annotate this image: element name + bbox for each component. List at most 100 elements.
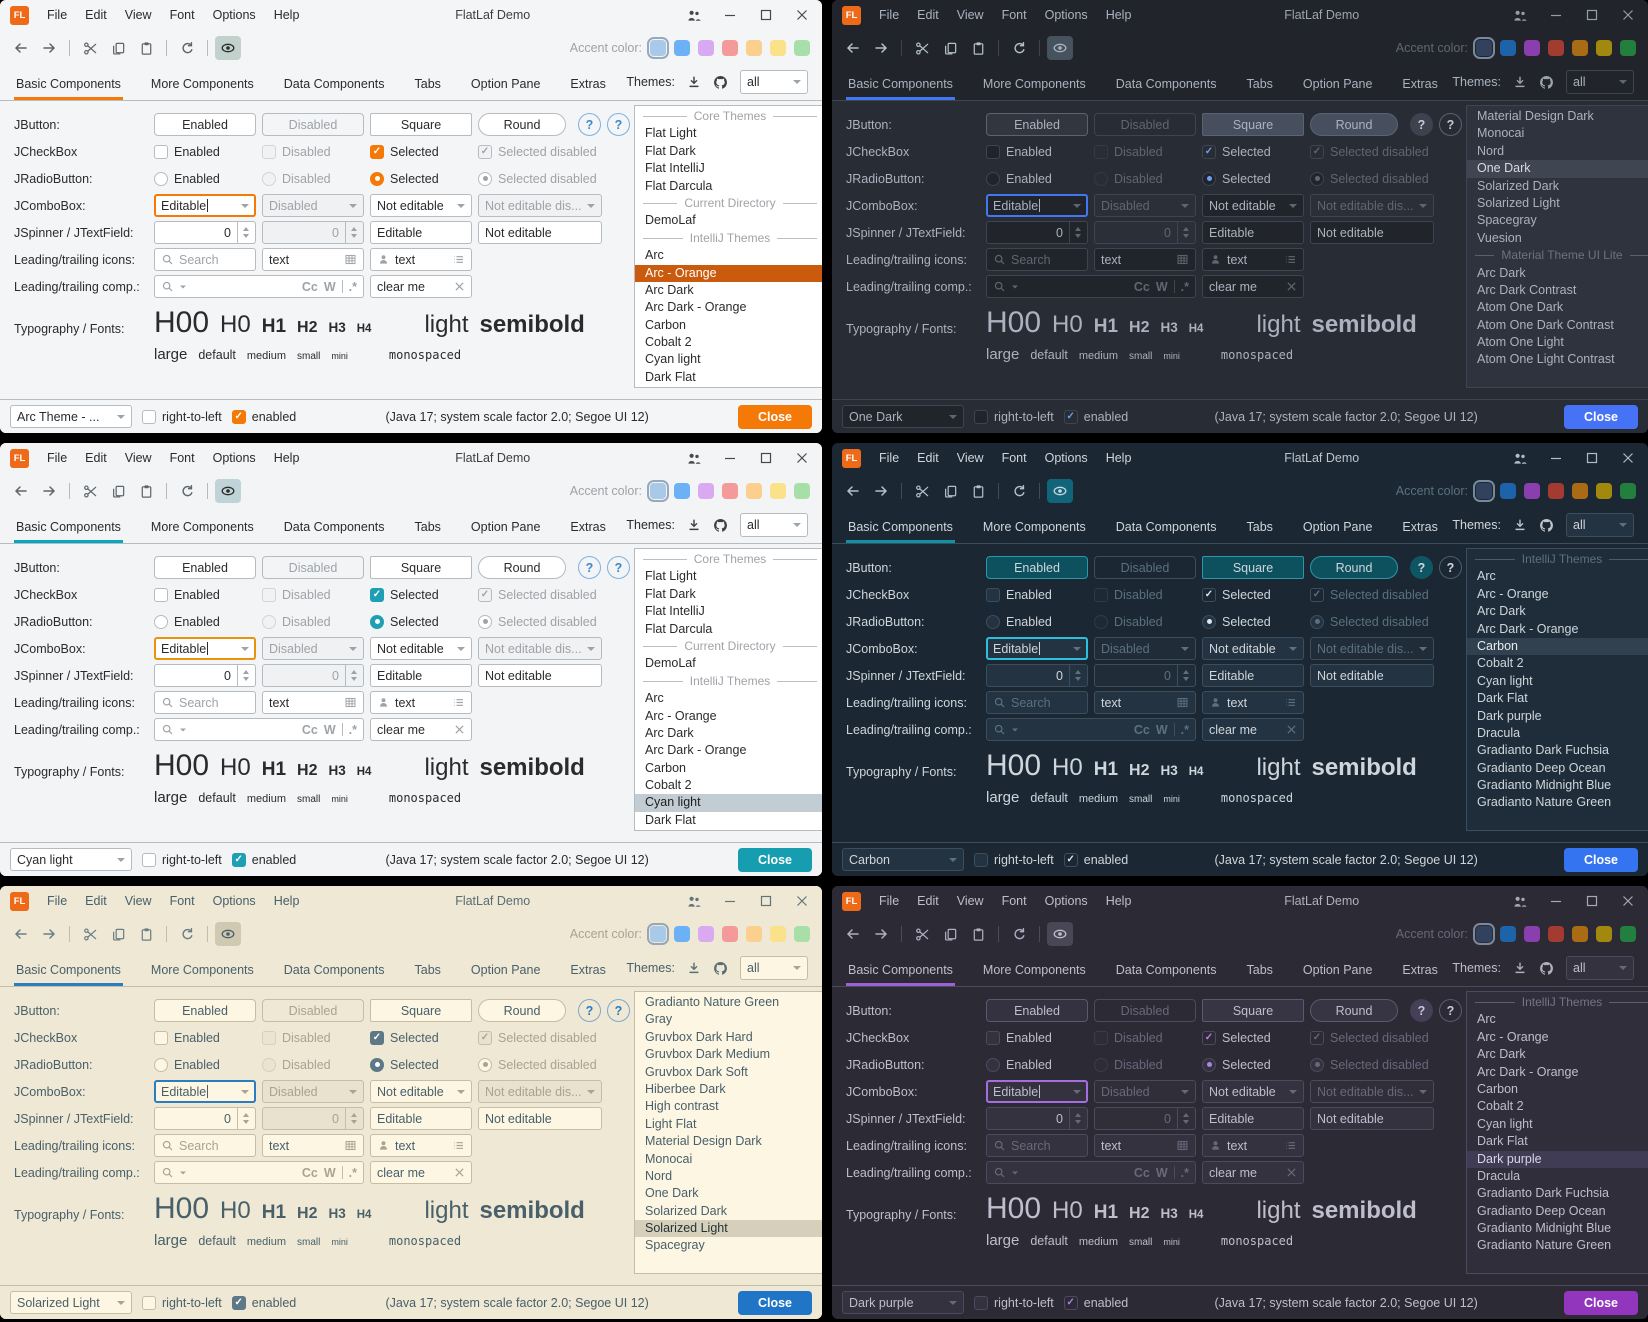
text-field-with-person-icon[interactable]: text (370, 1134, 472, 1157)
search-options-field[interactable]: Cc W .* (986, 1161, 1196, 1184)
checkbox-enabled[interactable]: Enabled (154, 144, 256, 159)
paste-button[interactable] (133, 479, 159, 503)
tab-more-components[interactable]: More Components (150, 520, 254, 534)
clear-me-field[interactable]: clear me (1202, 275, 1304, 298)
regex-icon[interactable]: .* (348, 279, 357, 294)
menu-options[interactable]: Options (212, 8, 256, 22)
accent-swatch-1[interactable] (646, 922, 670, 946)
spinner-arrows-icon[interactable] (1069, 665, 1081, 686)
accent-swatch-5[interactable] (1572, 926, 1588, 942)
theme-item[interactable]: One Dark (1467, 160, 1648, 178)
theme-select-combo[interactable]: One Dark (842, 405, 964, 428)
theme-item[interactable]: Arc - Orange (645, 708, 717, 723)
github-icon[interactable] (713, 75, 728, 90)
theme-item[interactable]: Cyan light (635, 794, 822, 812)
themes-filter-combo[interactable]: all (1566, 513, 1634, 537)
menu-edit[interactable]: Edit (85, 894, 107, 908)
accent-swatch-7[interactable] (794, 926, 810, 942)
chevron-down-icon[interactable] (180, 1171, 186, 1174)
theme-select-combo[interactable]: Solarized Light (10, 1291, 132, 1314)
menu-options[interactable]: Options (212, 451, 256, 465)
editable-combobox[interactable]: Editable (154, 637, 256, 660)
accent-swatch-2[interactable] (674, 40, 690, 56)
tab-basic-components[interactable]: Basic Components (846, 963, 955, 986)
spinner[interactable]: 0 (986, 1107, 1088, 1130)
menu-font[interactable]: Font (1001, 8, 1027, 22)
users-icon[interactable] (1512, 450, 1528, 466)
menu-options[interactable]: Options (1044, 8, 1088, 22)
editable-textfield[interactable]: Editable (1202, 1107, 1304, 1130)
rtl-checkbox[interactable]: right-to-left (142, 852, 222, 867)
github-icon[interactable] (1539, 75, 1554, 90)
tab-more-components[interactable]: More Components (150, 77, 254, 91)
copy-button[interactable] (105, 36, 131, 60)
theme-item[interactable]: Gradianto Nature Green (1477, 795, 1612, 810)
search-field[interactable]: Search (986, 691, 1088, 714)
radio-selected[interactable]: Selected (370, 1057, 472, 1072)
search-field[interactable]: Search (154, 1134, 256, 1157)
text-field-with-table-icon[interactable]: text (262, 248, 364, 271)
theme-item[interactable]: Light Flat (645, 1116, 697, 1131)
theme-select-combo[interactable]: Arc Theme - ... (10, 405, 132, 428)
users-icon[interactable] (1512, 7, 1528, 23)
minimize-button[interactable] (722, 893, 738, 909)
tab-extras[interactable]: Extras (570, 520, 606, 534)
close-window-button[interactable] (794, 450, 810, 466)
copy-button[interactable] (105, 479, 131, 503)
checkbox-selected[interactable]: Selected (1202, 1030, 1304, 1045)
refresh-button[interactable] (1006, 922, 1032, 946)
minimize-button[interactable] (722, 7, 738, 23)
enabled-button[interactable]: Enabled (986, 113, 1088, 136)
theme-item[interactable]: Cobalt 2 (1477, 1099, 1524, 1114)
theme-item[interactable]: High contrast (645, 1099, 719, 1114)
theme-item[interactable]: Gradianto Midnight Blue (1477, 1221, 1612, 1236)
theme-item[interactable]: Flat Darcula (645, 178, 713, 193)
search-options-field[interactable]: Cc W .* (986, 718, 1196, 741)
checkbox-enabled[interactable]: Enabled (986, 144, 1088, 159)
menu-edit[interactable]: Edit (85, 8, 107, 22)
menu-view[interactable]: View (956, 894, 984, 908)
tab-more-components[interactable]: More Components (150, 963, 254, 977)
round-button[interactable]: Round (478, 113, 566, 136)
menu-options[interactable]: Options (1044, 451, 1088, 465)
rtl-checkbox[interactable]: right-to-left (974, 852, 1054, 867)
help-button[interactable]: ? (578, 999, 601, 1022)
theme-item[interactable]: Spacegray (1477, 213, 1537, 228)
maximize-button[interactable] (1584, 893, 1600, 909)
theme-item[interactable]: One Dark (645, 1186, 699, 1201)
maximize-button[interactable] (1584, 450, 1600, 466)
tab-data-components[interactable]: Data Components (283, 77, 385, 91)
menu-view[interactable]: View (956, 451, 984, 465)
back-button[interactable] (840, 922, 866, 946)
tab-extras[interactable]: Extras (1402, 77, 1438, 91)
rtl-checkbox[interactable]: right-to-left (974, 1295, 1054, 1310)
users-icon[interactable] (686, 893, 702, 909)
accent-swatch-2[interactable] (1500, 40, 1516, 56)
back-button[interactable] (8, 922, 34, 946)
menu-edit[interactable]: Edit (917, 894, 939, 908)
text-field-with-table-icon[interactable]: text (262, 691, 364, 714)
close-button[interactable]: Close (738, 847, 812, 872)
theme-item[interactable]: Dark purple (1467, 1150, 1648, 1168)
refresh-button[interactable] (1006, 36, 1032, 60)
theme-item[interactable]: Dark purple (1477, 708, 1542, 723)
accent-swatch-3[interactable] (1524, 483, 1540, 499)
theme-item[interactable]: Atom One Dark (1477, 300, 1564, 315)
forward-button[interactable] (868, 36, 894, 60)
square-button[interactable]: Square (1202, 999, 1304, 1022)
table-icon[interactable] (344, 1139, 357, 1152)
theme-item[interactable]: Gradianto Dark Fuchsia (1477, 1186, 1610, 1201)
theme-item[interactable]: Solarized Light (1477, 195, 1560, 210)
clear-icon[interactable] (1286, 724, 1297, 735)
accent-swatch-4[interactable] (722, 40, 738, 56)
tab-tabs[interactable]: Tabs (414, 963, 441, 977)
themes-filter-combo[interactable]: all (740, 513, 808, 537)
editable-textfield[interactable]: Editable (370, 221, 472, 244)
whole-word-icon[interactable]: W (1155, 1165, 1168, 1180)
checkbox-selected[interactable]: Selected (370, 144, 472, 159)
maximize-button[interactable] (758, 893, 774, 909)
theme-item[interactable]: Atom One Dark Contrast (1477, 317, 1614, 332)
themes-filter-combo[interactable]: all (1566, 956, 1634, 980)
search-field[interactable]: Search (986, 1134, 1088, 1157)
tab-option-pane[interactable]: Option Pane (1302, 963, 1373, 977)
